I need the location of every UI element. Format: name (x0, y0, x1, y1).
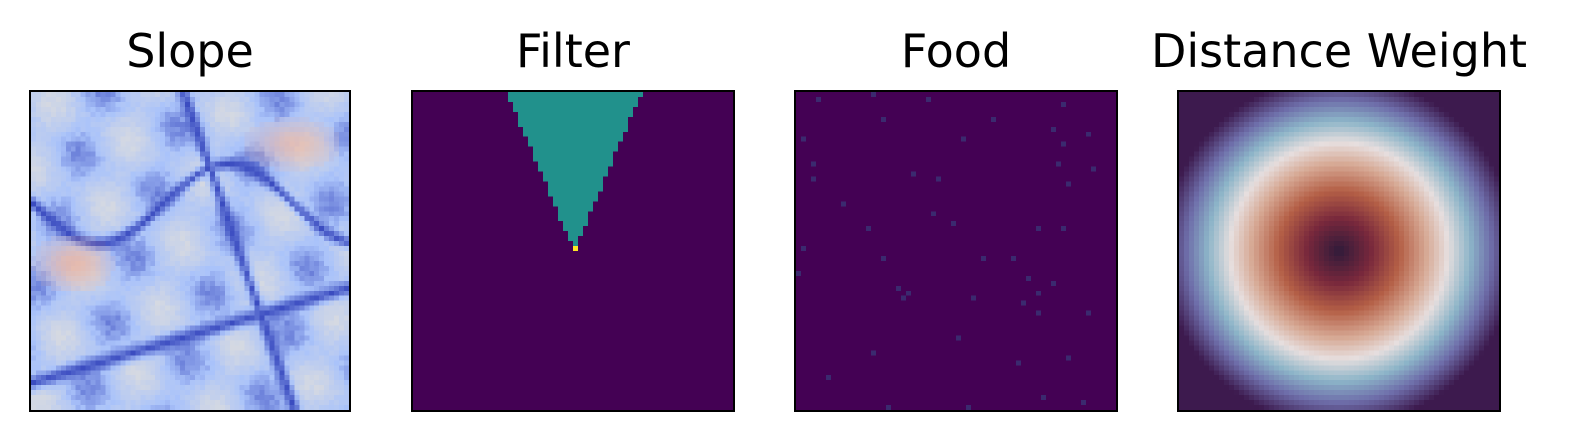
filter-title: Filter (516, 24, 630, 78)
slope-title: Slope (126, 24, 254, 78)
filter-heatmap (411, 90, 735, 412)
slope-heatmap (29, 90, 351, 412)
distance-weight-title: Distance Weight (1150, 24, 1528, 78)
food-heatmap (794, 90, 1118, 412)
distance-weight-heatmap (1177, 90, 1501, 412)
food-title: Food (900, 24, 1012, 78)
